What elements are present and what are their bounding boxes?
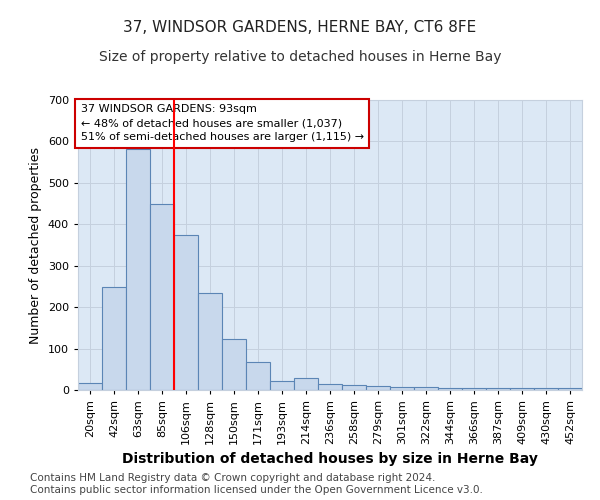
Bar [366,386,390,390]
Bar [510,388,534,390]
X-axis label: Distribution of detached houses by size in Herne Bay: Distribution of detached houses by size … [122,452,538,466]
Bar [222,340,246,390]
Bar [390,386,414,390]
Bar [318,384,342,390]
Bar [246,362,270,390]
Text: Contains HM Land Registry data © Crown copyright and database right 2024.
Contai: Contains HM Land Registry data © Crown c… [30,474,483,495]
Text: 37, WINDSOR GARDENS, HERNE BAY, CT6 8FE: 37, WINDSOR GARDENS, HERNE BAY, CT6 8FE [124,20,476,35]
Bar [198,292,222,390]
Bar [534,388,558,390]
Bar [126,149,150,390]
Text: 37 WINDSOR GARDENS: 93sqm
← 48% of detached houses are smaller (1,037)
51% of se: 37 WINDSOR GARDENS: 93sqm ← 48% of detac… [80,104,364,142]
Text: Size of property relative to detached houses in Herne Bay: Size of property relative to detached ho… [99,50,501,64]
Bar [150,204,174,390]
Bar [78,382,102,390]
Bar [462,388,486,390]
Bar [174,234,198,390]
Bar [558,388,582,390]
Y-axis label: Number of detached properties: Number of detached properties [29,146,42,344]
Bar [414,387,438,390]
Bar [294,378,318,390]
Bar [102,288,126,390]
Bar [342,386,366,390]
Bar [486,388,510,390]
Bar [438,388,462,390]
Bar [270,381,294,390]
